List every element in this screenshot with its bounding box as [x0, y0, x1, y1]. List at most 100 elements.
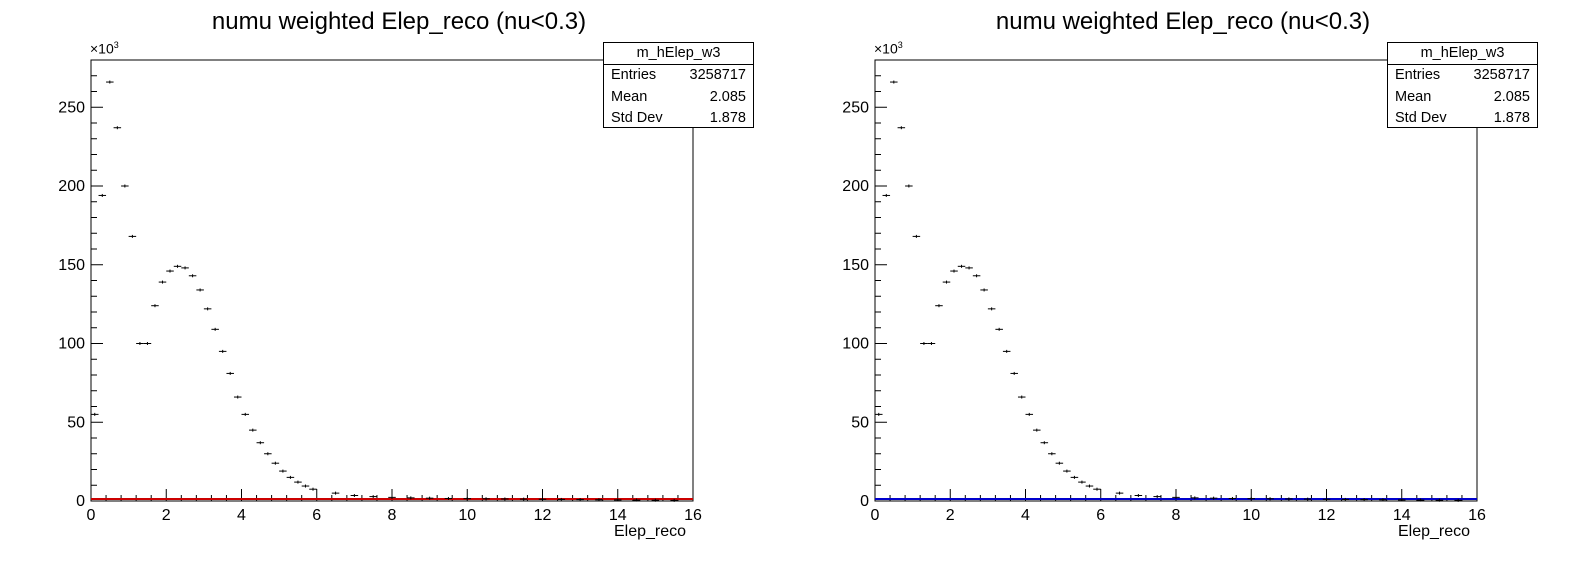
x-tick-label: 10 [458, 507, 476, 524]
data-point [995, 327, 1003, 331]
chart-title: numu weighted Elep_reco (nu<0.3) [995, 8, 1371, 35]
data-point [91, 412, 99, 416]
x-tick-label: 8 [388, 507, 397, 524]
x-tick-label: 0 [871, 507, 880, 524]
x-tick-label: 8 [1172, 507, 1181, 524]
data-point [128, 234, 137, 238]
data-point [920, 342, 928, 345]
data-point [1303, 497, 1312, 501]
y-tick-label: 150 [58, 257, 85, 274]
data-point [151, 304, 159, 308]
data-point [249, 428, 257, 432]
data-point [950, 269, 958, 273]
y-tick-label: 100 [58, 336, 85, 353]
data-point [912, 234, 921, 238]
x-tick-label: 14 [1393, 507, 1411, 524]
data-point [196, 288, 204, 292]
stats-name: m_hElep_w3 [604, 43, 753, 65]
data-point [233, 395, 242, 399]
data-point [1285, 497, 1293, 501]
y-tick-label: 50 [851, 414, 869, 431]
stats-name: m_hElep_w3 [1388, 43, 1537, 65]
data-point [1025, 412, 1034, 416]
data-point [482, 497, 490, 501]
data-point [1397, 498, 1406, 502]
data-point [1322, 497, 1331, 501]
data-point [294, 480, 302, 484]
data-point [1033, 428, 1041, 432]
data-point [1379, 498, 1387, 502]
data-point [121, 184, 129, 188]
data-point [1416, 498, 1425, 502]
data-point [173, 264, 182, 268]
x-tick-label: 14 [609, 507, 627, 524]
data-point [1172, 495, 1180, 499]
data-point [203, 307, 212, 311]
data-point [1115, 491, 1124, 495]
data-point [1040, 441, 1049, 445]
x-axis-label: Elep_reco [614, 523, 687, 540]
stats-row-mean: Mean 2.085 [1395, 88, 1530, 105]
stats-row-stddev: Std Dev 1.878 [611, 110, 746, 126]
data-point [1017, 395, 1026, 399]
data-point [595, 498, 603, 502]
x-tick-label: 6 [1096, 507, 1105, 524]
y-tick-label: 250 [842, 99, 869, 116]
chart-pad-left: numu weighted Elep_reco (nu<0.3) ×103 0 2… [58, 8, 754, 540]
data-point [576, 498, 584, 502]
data-point [890, 80, 898, 84]
data-point [897, 126, 906, 130]
data-point [425, 496, 434, 500]
y-tick-label: 200 [842, 178, 869, 195]
y-multiplier: ×103 [90, 40, 119, 57]
x-tick-label: 2 [162, 507, 171, 524]
data-point [158, 280, 167, 284]
x-tick-label: 10 [1242, 507, 1260, 524]
data-point [1360, 498, 1368, 502]
chart-title: numu weighted Elep_reco (nu<0.3) [211, 8, 587, 35]
data-point [651, 498, 660, 502]
y-tick-label: 250 [58, 99, 85, 116]
y-tick-label: 50 [67, 414, 85, 431]
x-tick-label: 0 [87, 507, 96, 524]
chart-plot: 0 2 4 6 8 10 12 14 16 0 50 100 150 200 250 [58, 59, 702, 524]
data-point [1002, 349, 1011, 353]
stats-row-entries: Entries 3258717 [1395, 67, 1530, 83]
data-point [136, 342, 144, 345]
data-point [1134, 493, 1143, 497]
stats-row-mean: Mean 2.085 [611, 88, 746, 105]
data-point [98, 193, 107, 197]
data-point [1247, 497, 1256, 501]
x-tick-label: 6 [312, 507, 321, 524]
data-point [875, 412, 883, 416]
data-point [106, 80, 114, 84]
data-point [463, 497, 472, 501]
data-point [501, 497, 509, 501]
x-tick-label: 2 [946, 507, 955, 524]
data-point [388, 495, 396, 499]
data-point [331, 491, 340, 495]
data-point [350, 493, 359, 497]
y-tick-label: 0 [860, 493, 869, 510]
x-axis-label: Elep_reco [1398, 523, 1471, 540]
data-point [965, 266, 973, 270]
data-point [226, 371, 234, 375]
data-point [181, 266, 189, 270]
data-point [256, 441, 265, 445]
data-point [935, 304, 943, 308]
data-point [143, 342, 152, 345]
data-point [188, 274, 197, 278]
data-point [279, 469, 287, 473]
x-tick-label: 12 [534, 507, 552, 524]
data-point [407, 496, 415, 500]
y-tick-label: 200 [58, 178, 85, 195]
data-point [1435, 498, 1444, 502]
data-point [1010, 371, 1018, 375]
data-point [670, 498, 678, 502]
data-point [987, 307, 996, 311]
data-point [1063, 469, 1071, 473]
data-point [1266, 497, 1274, 501]
x-tick-label: 16 [684, 507, 702, 524]
data-point [1070, 475, 1079, 479]
data-point [444, 496, 453, 500]
